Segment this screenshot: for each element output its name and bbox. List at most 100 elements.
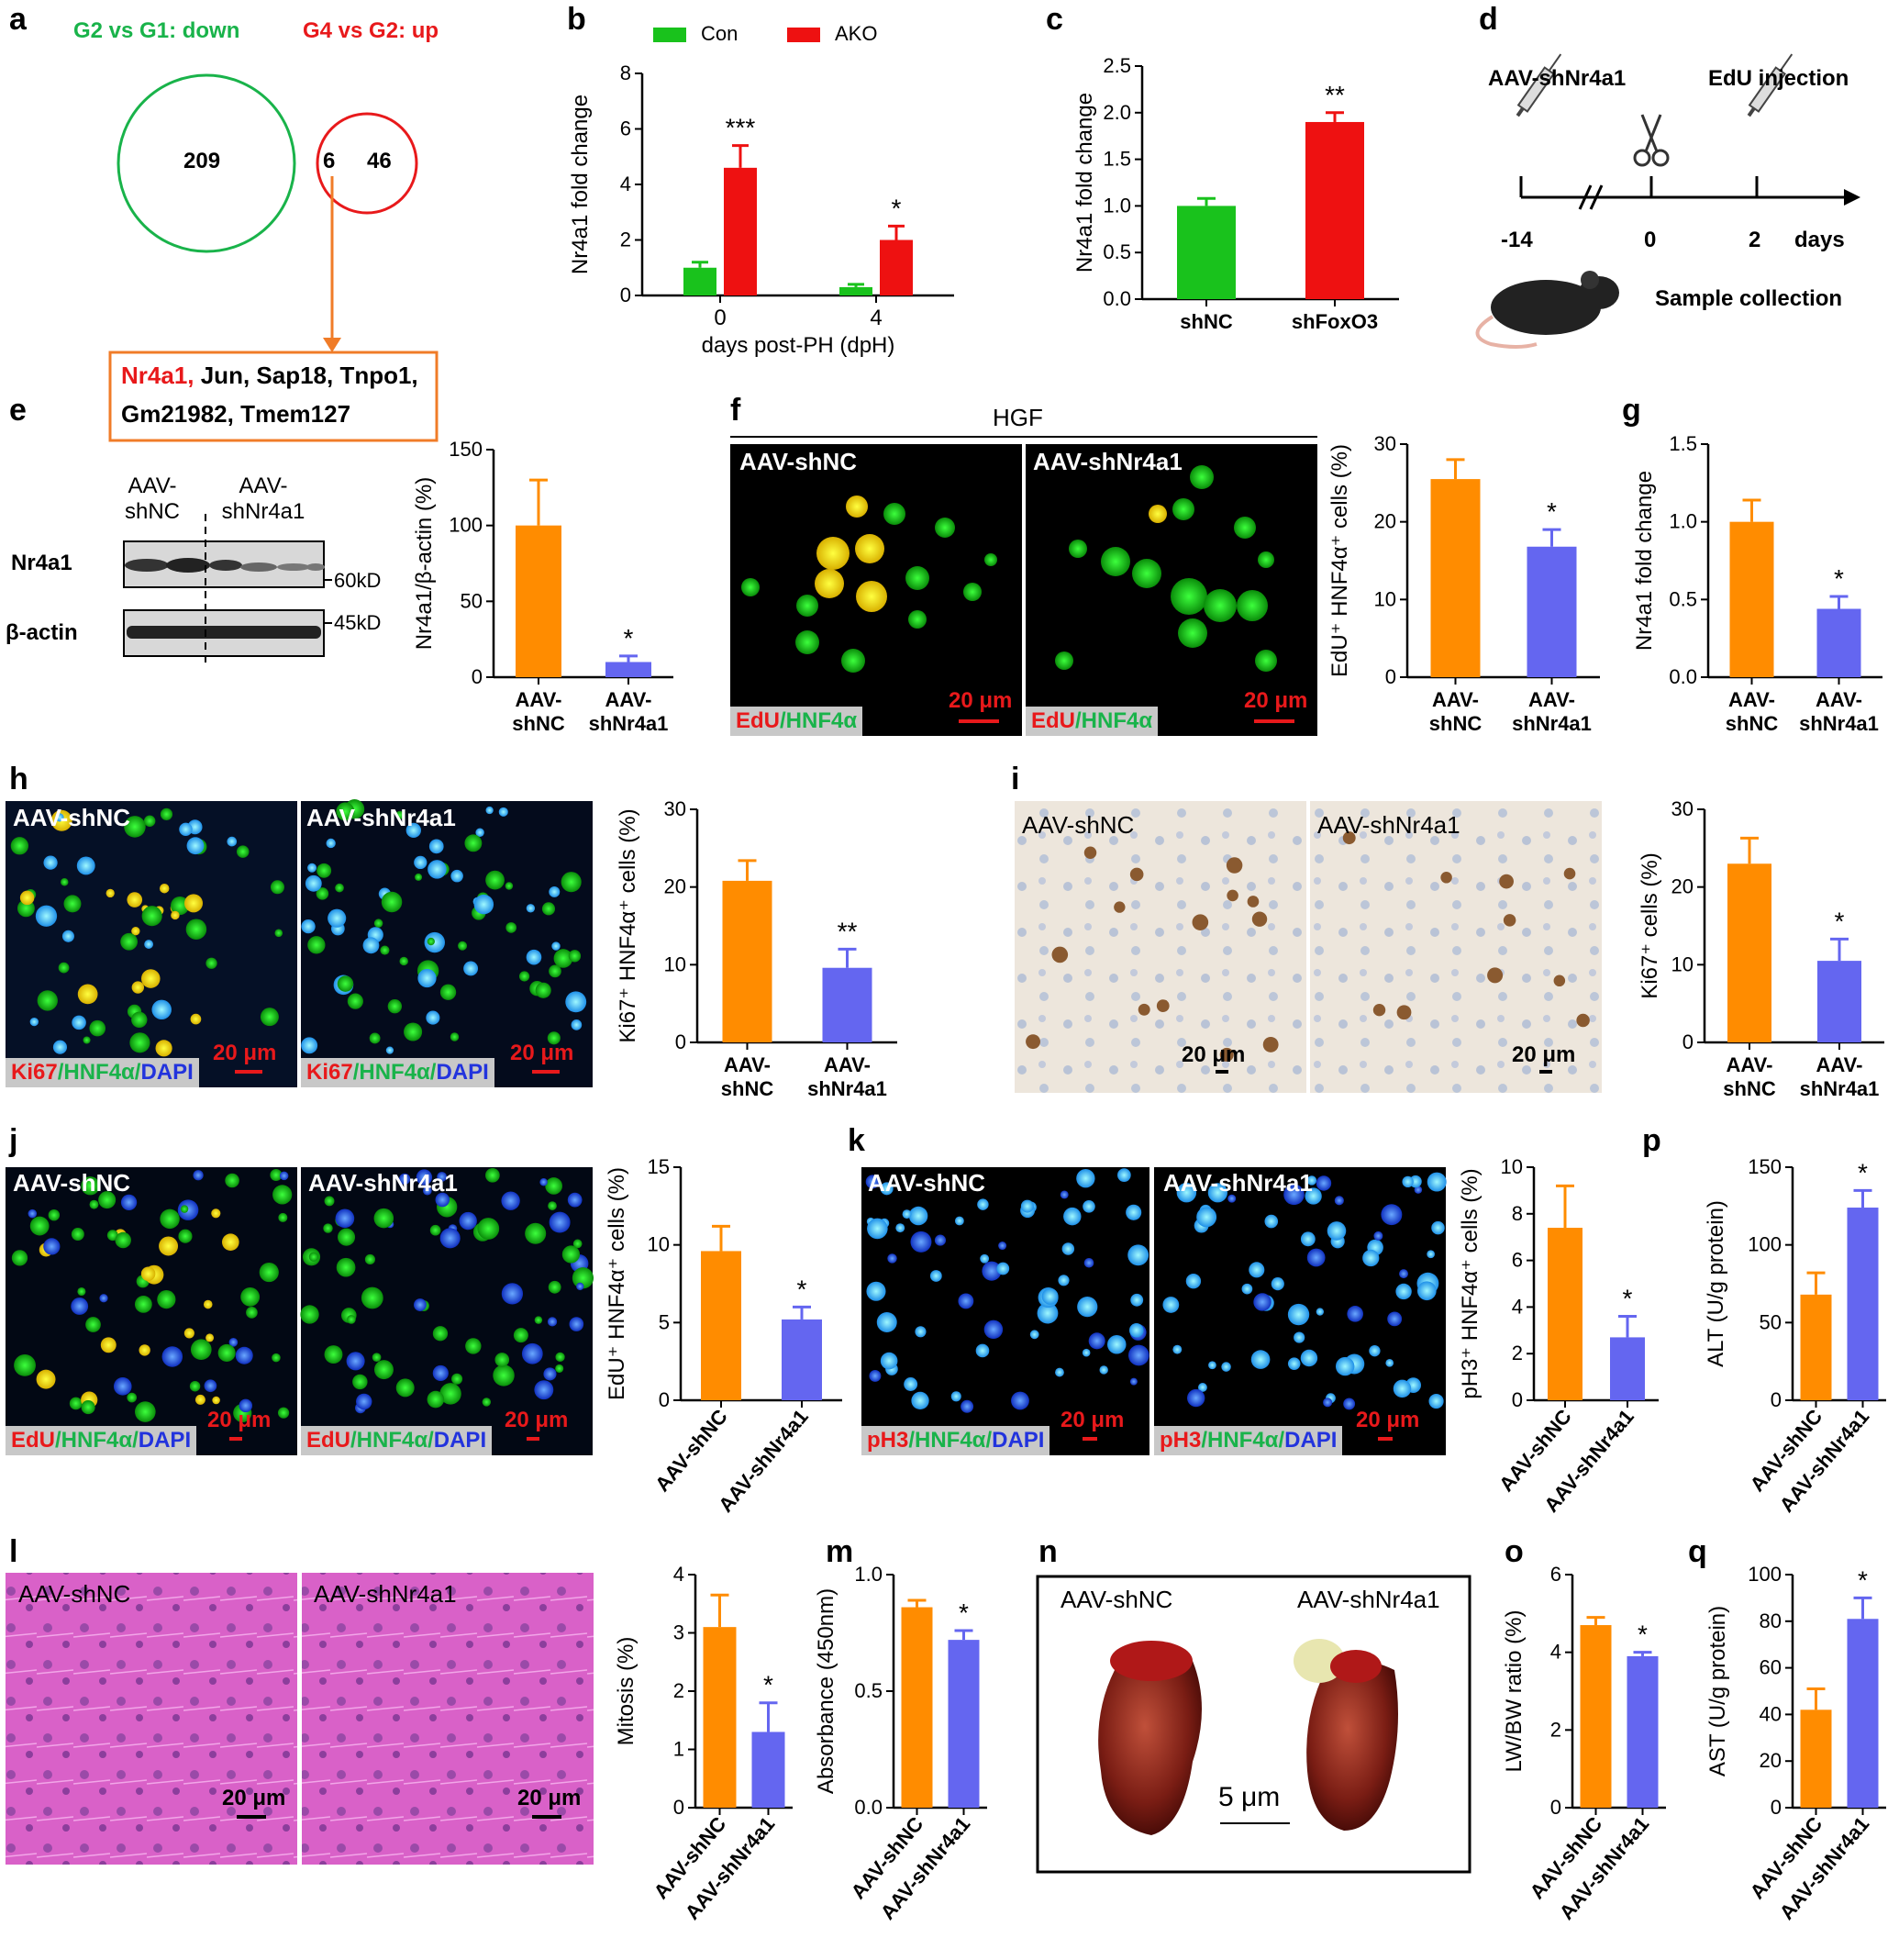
nucleus	[547, 1317, 558, 1327]
timeline-t1: -14	[1501, 228, 1533, 252]
timeline-aav: AAV-shNr4a1	[1488, 66, 1627, 91]
venn-overlap-count: 6	[323, 149, 336, 173]
nucleus	[183, 894, 204, 913]
bar	[701, 1251, 741, 1400]
nucleus	[83, 1036, 91, 1044]
nucleus	[915, 1326, 927, 1338]
timeline-edu: EdU injection	[1708, 66, 1849, 91]
nucleus	[71, 1228, 84, 1242]
nucleus	[189, 1381, 201, 1392]
nucleus	[977, 1198, 989, 1210]
x-tick-label: shNr4a1	[1800, 1077, 1880, 1100]
stain-ki67: Ki67	[11, 1060, 58, 1085]
y-tick-label: 6	[1512, 1249, 1523, 1272]
stain-edu: EdU	[1031, 708, 1075, 733]
j-img2-label: AAV-shNr4a1	[308, 1169, 458, 1197]
l-img1-label: AAV-shNC	[18, 1580, 131, 1608]
nucleus	[159, 883, 170, 894]
treatment-label: HGF	[993, 404, 1043, 431]
nucleus	[1187, 1388, 1205, 1408]
nucleus	[1305, 1187, 1322, 1205]
gene-list-line2: Gm21982, Tmem127	[121, 400, 351, 428]
nucleus	[1381, 1204, 1403, 1226]
nucleus	[1327, 1221, 1347, 1241]
panel-letter-p: p	[1642, 1123, 1661, 1158]
nucleus	[1088, 1332, 1105, 1350]
y-tick-label: 100	[1748, 1233, 1782, 1256]
y-tick-label: 0	[1771, 1796, 1782, 1819]
y-tick-label: 10	[648, 1233, 670, 1256]
nucleus	[222, 1233, 239, 1251]
nucleus	[307, 863, 317, 873]
bar	[782, 1319, 822, 1400]
x-tick-label: shNC	[512, 712, 565, 735]
nucleus	[395, 1378, 415, 1398]
nucleus	[895, 1223, 905, 1233]
nucleus	[180, 1205, 189, 1213]
nucleus	[567, 1192, 583, 1208]
significance-marker: *	[624, 624, 634, 652]
nucleus	[437, 1172, 447, 1182]
nucleus	[869, 1369, 882, 1382]
nucleus	[428, 860, 447, 879]
nucleus	[106, 1230, 118, 1242]
y-axis-label: EdU⁺ HNF4α⁺ cells (%)	[1327, 444, 1352, 677]
nucleus	[260, 1008, 279, 1027]
panel-letter-g: g	[1622, 393, 1641, 428]
ki67-positive-nucleus	[1487, 967, 1504, 984]
y-tick-label: 2	[673, 1679, 684, 1702]
nucleus	[362, 937, 380, 954]
significance-marker: *	[1638, 1620, 1648, 1649]
y-tick-label: 0	[1512, 1388, 1523, 1411]
n-img1-label: AAV-shNC	[1061, 1586, 1173, 1613]
venn-right-label: G4 vs G2: up	[303, 18, 439, 43]
nucleus	[61, 930, 74, 942]
image-f1	[730, 444, 1022, 736]
stain-ki67: Ki67	[306, 1060, 353, 1085]
y-tick-label: 0.0	[1103, 287, 1131, 310]
nucleus	[576, 1282, 584, 1291]
stain-dapi: DAPI	[138, 1428, 192, 1453]
nucleus	[1249, 1262, 1265, 1278]
nucleus	[1129, 1377, 1138, 1386]
nucleus	[127, 892, 143, 908]
nucleus	[1334, 1196, 1344, 1206]
nucleus	[69, 1397, 83, 1410]
nucleus	[498, 807, 508, 817]
ki67-positive-nucleus	[1503, 914, 1516, 927]
gene-list-rest: Jun, Sap18, Tnpo1,	[194, 362, 418, 389]
nucleus	[1083, 1200, 1095, 1213]
stain-hnf: /HNF4α/	[57, 1060, 141, 1085]
nucleus	[427, 1390, 445, 1409]
ki67-positive-nucleus	[1114, 901, 1126, 913]
y-tick-label: 50	[1760, 1310, 1782, 1333]
nucleus	[880, 1352, 898, 1370]
nucleus	[458, 941, 468, 951]
syringe-icon	[1747, 53, 1794, 117]
nucleus	[193, 1170, 204, 1181]
nucleus	[904, 1377, 918, 1391]
h-stain2: Ki67/HNF4α/DAPI	[301, 1058, 494, 1087]
nucleus	[1116, 1168, 1131, 1182]
y-tick-label: 8	[1512, 1202, 1523, 1225]
bar	[880, 239, 913, 295]
timeline-t3: 2	[1749, 228, 1761, 252]
x-tick-label: AAV-	[1727, 1053, 1773, 1076]
y-tick-label: 0.0	[1669, 665, 1697, 688]
nucleus	[106, 888, 115, 898]
stain-hnf: /HNF4α/	[1201, 1428, 1285, 1453]
nucleus	[212, 1396, 220, 1405]
nucleus	[1428, 1393, 1444, 1409]
nucleus	[61, 878, 69, 886]
nucleus	[414, 855, 428, 870]
y-axis-label: LW/BW ratio (%)	[1502, 1610, 1527, 1773]
nucleus	[428, 839, 444, 854]
x-tick-label: AAV-shNC	[650, 1405, 732, 1496]
mouse-icon	[1475, 271, 1619, 349]
f-scale1: 20 μm	[949, 688, 1013, 713]
j-scale2: 20 μm	[505, 1408, 569, 1432]
j-stain1: EdU/HNF4α/DAPI	[6, 1426, 197, 1455]
nucleus	[204, 1379, 217, 1393]
nucleus	[417, 968, 437, 988]
nucleus	[1063, 1207, 1082, 1226]
